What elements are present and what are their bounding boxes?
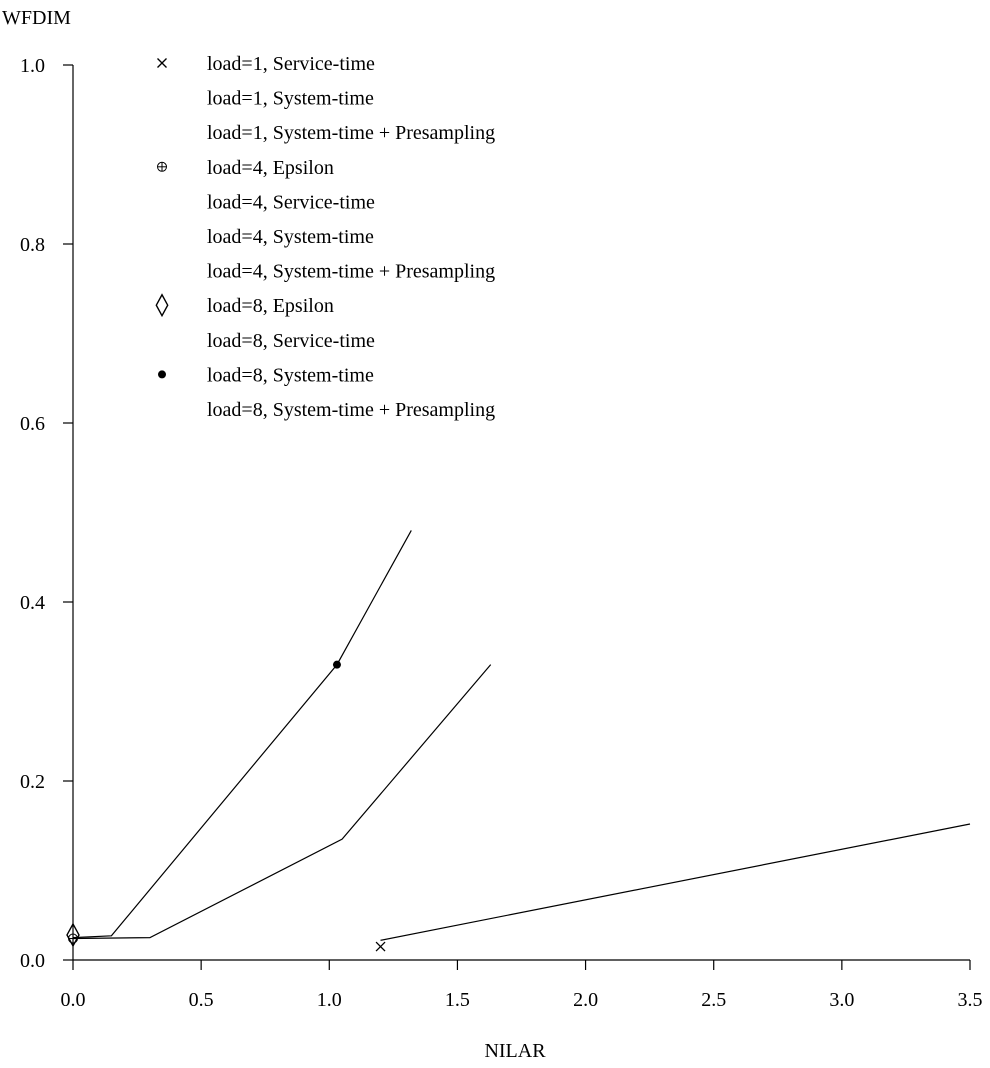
legend-label: load=1, System-time + Presampling	[207, 122, 495, 144]
y-tick-label: 0.8	[20, 234, 45, 256]
legend-label: load=1, System-time	[207, 88, 374, 110]
legend-label: load=8, System-time + Presampling	[207, 399, 495, 421]
data-markers	[66, 660, 386, 952]
series-line-1	[380, 823, 971, 941]
x-tick-label: 0.5	[189, 989, 214, 1011]
legend-item: load=4, Service-time	[207, 191, 375, 213]
legend-item: load=1, System-time	[207, 88, 374, 110]
legend-item: load=4, System-time + Presampling	[207, 261, 495, 283]
x-tick-label: 2.0	[573, 989, 598, 1011]
legend-diamond-marker	[155, 293, 169, 318]
y-tick-label: 0.6	[20, 413, 45, 435]
x-tick-label: 2.5	[701, 989, 726, 1011]
legend-label: load=4, System-time + Presampling	[207, 261, 495, 283]
legend-label: load=4, Service-time	[207, 191, 375, 213]
legend-item: load=8, System-time	[158, 364, 374, 386]
legend-label: load=8, Epsilon	[207, 295, 334, 317]
legend-item: load=4, System-time	[207, 226, 374, 248]
y-tick-label: 0.4	[20, 592, 45, 614]
legend-cross-marker-stroke	[157, 58, 167, 68]
axes: 0.0 0.2 0.4 0.6 0.8 1.0 0.0 0.5 1.0 1.5 2.0 2.5 3.0 3…	[20, 55, 983, 1011]
legend-label: load=4, Epsilon	[207, 157, 334, 179]
legend-circled-plus-marker	[157, 161, 167, 172]
legend-item: load=1, Service-time	[157, 53, 375, 75]
legend-label: load=1, Service-time	[207, 53, 375, 75]
circled-plus-marker	[68, 933, 78, 944]
y-tick-label: 1.0	[20, 55, 45, 77]
legend: load=1, Service-time load=1, System-time l…	[155, 53, 495, 421]
legend-label: load=8, System-time	[207, 364, 374, 386]
y-tick-label: 0.0	[20, 950, 45, 972]
x-axis-label: NILAR	[484, 1040, 546, 1062]
x-tick-label: 1.0	[317, 989, 342, 1011]
y-axis-label: WFDIM	[2, 7, 71, 29]
legend-item: load=8, Service-time	[207, 330, 375, 352]
legend-item: load=8, System-time + Presampling	[207, 399, 495, 421]
cross-marker	[375, 941, 386, 952]
legend-cross-marker	[157, 58, 167, 68]
x-tick-label: 0.0	[61, 989, 86, 1011]
x-tick-label: 3.5	[958, 989, 983, 1011]
legend-item: load=4, Epsilon	[157, 157, 334, 179]
series-line-3	[72, 530, 412, 939]
dot-marker	[332, 660, 341, 669]
legend-label: load=4, System-time	[207, 226, 374, 248]
x-tick-label: 1.5	[445, 989, 470, 1011]
series-lines	[72, 530, 971, 941]
legend-label: load=8, Service-time	[207, 330, 375, 352]
legend-dot-marker	[158, 370, 166, 379]
series-line-2	[72, 664, 492, 940]
y-tick-label: 0.2	[20, 771, 45, 793]
legend-item: load=1, System-time + Presampling	[207, 122, 495, 144]
legend-item: load=8, Epsilon	[155, 293, 334, 318]
diamond-marker	[66, 922, 80, 948]
cross-marker-stroke	[375, 941, 386, 952]
x-tick-label: 3.0	[829, 989, 854, 1011]
